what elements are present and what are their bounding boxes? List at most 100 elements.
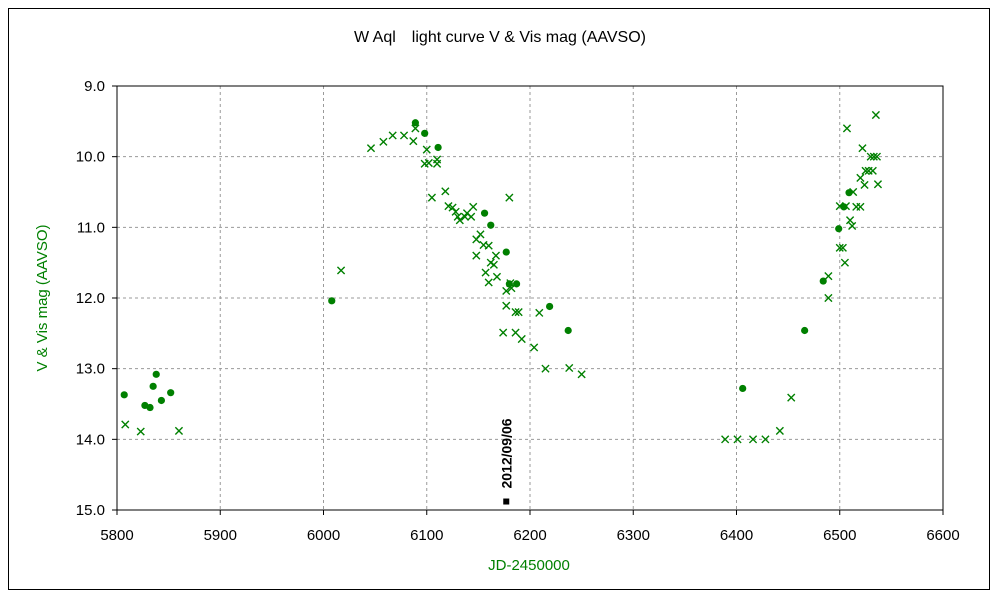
data-point-x bbox=[775, 426, 784, 435]
data-point-circle bbox=[167, 389, 175, 397]
data-point-x bbox=[422, 145, 431, 154]
y-tick-label: 10.0 bbox=[76, 149, 105, 166]
data-point-x bbox=[856, 173, 865, 182]
data-point-x bbox=[849, 187, 858, 197]
data-point-x bbox=[388, 131, 397, 140]
data-point-x bbox=[824, 293, 833, 303]
data-point-circle bbox=[328, 297, 336, 305]
data-point-x bbox=[409, 137, 418, 146]
data-point-x bbox=[502, 286, 511, 296]
x-tick-label: 6100 bbox=[410, 527, 443, 544]
data-point-x bbox=[511, 328, 520, 337]
data-point-circle bbox=[157, 396, 165, 405]
data-point-circle bbox=[421, 129, 429, 137]
data-point-x bbox=[530, 343, 539, 352]
data-point-circle bbox=[120, 391, 128, 399]
y-axis-label: V & Vis mag (AAVSO) bbox=[34, 225, 51, 372]
data-point-x bbox=[860, 180, 869, 190]
data-point-x bbox=[448, 203, 457, 212]
data-point-x bbox=[511, 308, 520, 317]
data-point-circle bbox=[149, 382, 157, 390]
data-point-x bbox=[848, 221, 857, 231]
data-point-x bbox=[787, 393, 796, 402]
data-point-x bbox=[399, 131, 409, 140]
x-tick-label: 5900 bbox=[204, 527, 237, 544]
data-point-x bbox=[491, 251, 501, 260]
data-point-x bbox=[845, 216, 855, 225]
data-point-x bbox=[721, 435, 730, 444]
data-point-x bbox=[872, 152, 882, 161]
y-tick-label: 11.0 bbox=[77, 219, 105, 236]
data-point-x bbox=[873, 180, 883, 189]
data-point-x bbox=[866, 152, 875, 161]
data-point-x bbox=[505, 193, 514, 202]
data-series bbox=[120, 110, 883, 444]
data-point-x bbox=[517, 334, 526, 344]
data-point-x bbox=[842, 124, 852, 133]
data-point-x bbox=[484, 241, 493, 250]
data-point-x bbox=[514, 308, 523, 317]
data-point-circle bbox=[411, 119, 419, 127]
data-point-x bbox=[469, 202, 478, 211]
data-point-x bbox=[824, 271, 833, 281]
x-tick-label: 6400 bbox=[720, 527, 753, 544]
data-point-x bbox=[427, 193, 437, 202]
data-point-x bbox=[136, 427, 145, 436]
data-point-x bbox=[761, 435, 770, 444]
data-point-x bbox=[577, 370, 586, 379]
date-marker bbox=[503, 498, 510, 505]
chart-title: W Aql light curve V & Vis mag (AAVSO) bbox=[354, 29, 646, 46]
data-point-x bbox=[507, 284, 516, 293]
data-point-x bbox=[535, 308, 544, 317]
data-point-x bbox=[472, 251, 481, 260]
x-tick-label: 6300 bbox=[617, 527, 650, 544]
data-point-x bbox=[481, 268, 490, 277]
data-point-circle bbox=[146, 403, 154, 412]
data-point-x bbox=[835, 243, 844, 252]
data-point-x bbox=[499, 328, 508, 337]
data-point-x bbox=[861, 166, 870, 175]
data-point-x bbox=[835, 202, 844, 211]
data-point-circle bbox=[564, 326, 572, 335]
y-tick-label: 14.0 bbox=[76, 431, 105, 448]
x-axis-label: JD-2450000 bbox=[488, 557, 570, 574]
x-tick-label: 6600 bbox=[926, 527, 959, 544]
data-point-circle bbox=[739, 384, 747, 393]
data-point-x bbox=[856, 202, 865, 211]
data-point-x bbox=[748, 435, 758, 444]
data-point-x bbox=[869, 152, 878, 161]
data-point-circle bbox=[835, 225, 843, 233]
axis-ticks: 5800 5900 6000 6100 6200 6300 6400 6500 6600 9.0 1… bbox=[76, 78, 960, 544]
data-point-x bbox=[871, 110, 880, 120]
data-point-x bbox=[541, 364, 550, 373]
data-point-x bbox=[492, 272, 502, 281]
data-point-x bbox=[424, 158, 433, 168]
data-point-x bbox=[379, 137, 388, 146]
data-point-x bbox=[565, 363, 574, 373]
y-tick-label: 12.0 bbox=[76, 290, 105, 307]
data-point-x bbox=[336, 266, 346, 275]
data-point-x bbox=[868, 166, 877, 175]
data-point-x bbox=[174, 426, 184, 435]
chart-frame bbox=[8, 8, 990, 590]
data-point-x bbox=[121, 420, 130, 429]
data-point-x bbox=[733, 435, 742, 444]
annotations: 2012/09/06 bbox=[498, 418, 514, 505]
x-tick-label: 6500 bbox=[823, 527, 856, 544]
grid-lines bbox=[117, 86, 943, 510]
data-point-x bbox=[432, 159, 442, 168]
data-point-x bbox=[489, 260, 498, 269]
data-point-x bbox=[455, 216, 464, 225]
data-point-circle bbox=[502, 248, 510, 256]
y-tick-label: 13.0 bbox=[76, 361, 105, 378]
data-point-x bbox=[441, 187, 450, 196]
data-point-x bbox=[411, 124, 420, 133]
data-point-x bbox=[502, 301, 511, 310]
y-tick-label: 9.0 bbox=[84, 78, 105, 95]
data-point-circle bbox=[801, 326, 809, 335]
y-tick-label: 15.0 bbox=[76, 502, 105, 519]
x-tick-label: 5800 bbox=[100, 527, 133, 544]
data-point-x bbox=[476, 230, 485, 239]
data-point-circle bbox=[487, 221, 495, 229]
